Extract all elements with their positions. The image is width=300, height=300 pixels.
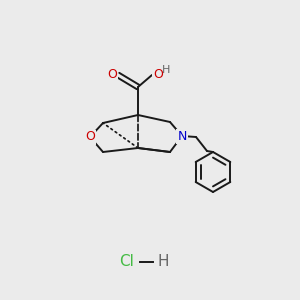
Text: Cl: Cl <box>120 254 134 269</box>
Text: H: H <box>162 65 170 75</box>
Text: N: N <box>177 130 187 142</box>
Text: H: H <box>157 254 169 269</box>
Text: O: O <box>107 68 117 80</box>
Text: O: O <box>85 130 95 143</box>
Text: O: O <box>153 68 163 80</box>
